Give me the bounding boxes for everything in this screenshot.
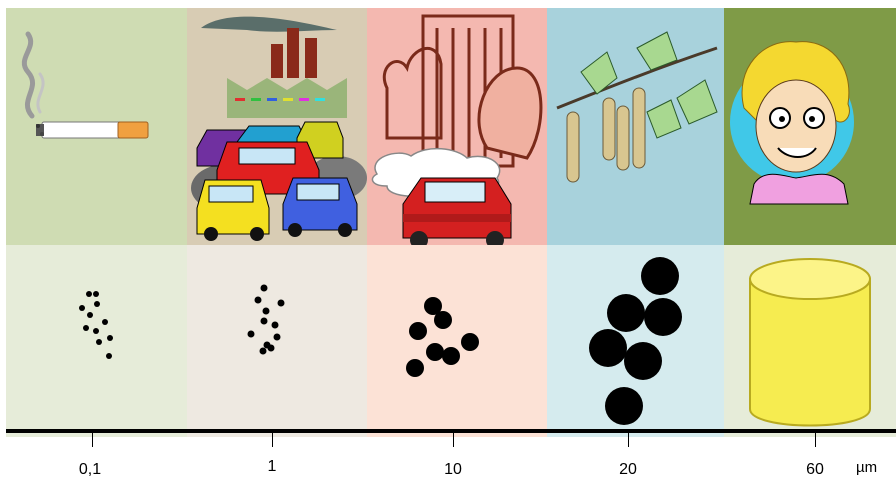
scale-tick-2 [453,433,454,447]
column-traffic [187,8,367,437]
birch-catkin-icon [556,31,718,183]
factory-traffic-icon [191,16,367,241]
cigarette-icon [21,31,149,139]
column-traffic-illustration-panel [187,8,367,245]
column-smoke [6,8,187,437]
column-traffic-particles-panel [187,245,367,437]
particle-cluster-smallest [79,291,113,359]
column-vehicle [367,8,547,437]
particle-cluster-small [247,284,285,355]
column-hair-particles-panel [724,245,896,437]
column-pollen [547,8,724,437]
column-vehicle-illustration-panel [367,8,547,245]
person-portrait-icon [730,41,854,205]
column-pollen-illustration-panel [547,8,724,245]
building-car-icon [371,14,543,245]
column-hair [724,8,896,437]
scale-tick-4 [815,433,816,447]
scale-tick-label-3: 20 [619,461,637,478]
particle-cluster-large [589,257,682,425]
column-hair-illustration-panel [724,8,896,245]
scale-tick-label-1: 1 [267,458,277,475]
particle-cluster-medium [406,297,479,377]
hair-cross-section [749,258,871,427]
scale-axis-line [6,429,896,433]
column-smoke-illustration-panel [6,8,187,245]
scale-tick-3 [628,433,629,447]
scale-tick-label-4: 60 [806,461,824,478]
column-smoke-particles-panel [6,245,187,437]
scale-tick-1 [272,433,273,447]
scale-tick-label-2: 10 [444,461,462,478]
scale-unit-label: µm [856,459,878,476]
scale-tick-0 [92,433,93,447]
column-vehicle-particles-panel [367,245,547,437]
column-pollen-particles-panel [547,245,724,437]
scale-tick-label-0: 0,1 [78,461,102,478]
